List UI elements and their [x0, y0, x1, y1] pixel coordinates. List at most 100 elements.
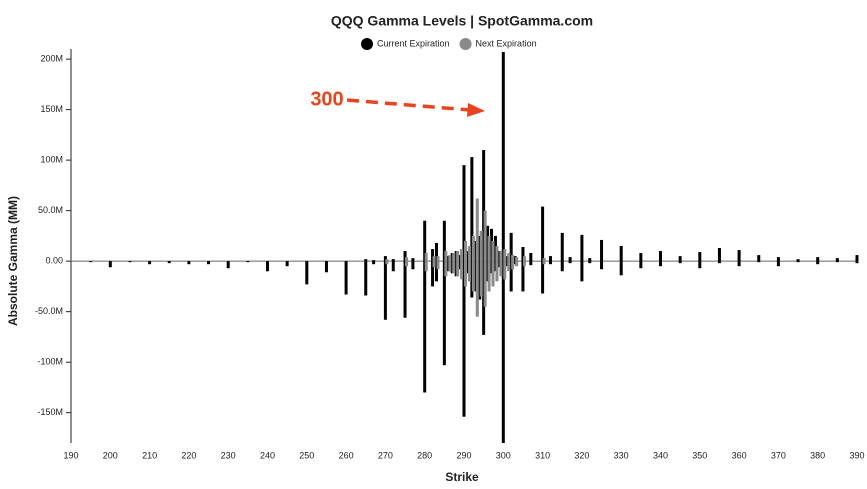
bar — [796, 261, 800, 263]
bar — [471, 235, 475, 262]
bar — [659, 261, 662, 267]
bar — [226, 261, 230, 269]
x-tick-label: 220 — [181, 450, 196, 460]
bar — [431, 249, 435, 262]
bar — [305, 261, 309, 285]
bar — [855, 255, 859, 262]
bar — [405, 257, 409, 262]
bar — [835, 261, 839, 263]
bar — [432, 261, 436, 268]
x-tick-label: 330 — [614, 450, 629, 460]
bar — [434, 261, 438, 282]
bar — [448, 261, 452, 272]
bar — [442, 261, 446, 366]
bar — [816, 261, 820, 265]
bar — [434, 242, 438, 262]
bar — [372, 260, 376, 262]
bar — [444, 251, 448, 262]
y-tick-label: -50.0M — [35, 306, 63, 316]
bar — [471, 261, 475, 292]
bar — [560, 261, 564, 272]
bar — [580, 234, 584, 262]
bar — [542, 258, 546, 262]
bar — [541, 261, 545, 294]
annotation-label: 300 — [310, 88, 343, 110]
bar — [436, 256, 440, 262]
annotation-arrow — [346, 98, 471, 112]
x-tick-label: 380 — [810, 450, 825, 460]
bar — [452, 261, 456, 274]
bar — [383, 256, 387, 262]
bar — [372, 261, 376, 265]
bar — [499, 251, 503, 262]
bar — [796, 259, 800, 262]
bar — [501, 52, 505, 262]
bar — [385, 259, 389, 262]
bar — [678, 261, 682, 264]
bar — [479, 261, 483, 297]
bar — [436, 261, 440, 270]
bar — [515, 257, 519, 262]
bar — [167, 261, 171, 264]
bar — [757, 255, 761, 262]
bar — [511, 261, 515, 270]
bar — [452, 253, 456, 262]
bar — [364, 261, 368, 296]
bar — [499, 261, 503, 277]
bar — [464, 240, 467, 262]
bar — [580, 261, 584, 282]
bar — [424, 253, 428, 262]
bar — [467, 261, 471, 282]
bar — [432, 256, 436, 262]
bar — [548, 261, 552, 265]
bar — [522, 261, 526, 267]
bar — [737, 250, 741, 262]
bar — [515, 261, 519, 267]
chart-title: QQQ Gamma Levels | SpotGamma.com — [331, 13, 593, 29]
bar — [560, 232, 564, 262]
bar — [541, 206, 545, 262]
bar — [482, 150, 486, 262]
bar — [470, 157, 474, 262]
bar — [507, 261, 511, 272]
bar — [460, 261, 464, 280]
bar — [509, 261, 513, 292]
bar — [467, 246, 471, 262]
bar — [285, 261, 289, 267]
bar — [776, 261, 780, 267]
y-tick-label: -150M — [37, 407, 63, 417]
x-tick-label: 200 — [103, 450, 118, 460]
bar — [717, 248, 721, 262]
bar — [89, 261, 93, 263]
bar — [464, 261, 467, 287]
bar — [509, 232, 513, 262]
bar — [487, 261, 491, 292]
bar — [542, 261, 546, 265]
y-tick-label: 200M — [40, 53, 63, 63]
x-tick-label: 290 — [456, 450, 471, 460]
x-tick-label: 190 — [63, 450, 78, 460]
bar — [383, 261, 387, 320]
bar — [403, 261, 407, 318]
y-axis-title: Absolute Gamma (MM) — [6, 196, 20, 326]
bar — [678, 256, 682, 262]
bar — [503, 249, 507, 262]
bar — [776, 257, 780, 262]
bar — [424, 261, 428, 272]
legend-label: Current Expiration — [377, 38, 450, 48]
bar — [855, 261, 859, 264]
y-tick-label: 100M — [40, 155, 63, 165]
bar — [619, 261, 623, 276]
x-tick-label: 300 — [496, 450, 511, 460]
bar — [491, 261, 495, 287]
bar — [444, 261, 448, 277]
bar — [475, 198, 479, 262]
bar — [548, 256, 552, 262]
x-tick-label: 270 — [378, 450, 393, 460]
bar — [495, 246, 499, 262]
bar — [521, 261, 525, 292]
bar — [462, 261, 466, 417]
x-tick-label: 370 — [771, 450, 786, 460]
bar — [431, 261, 435, 287]
